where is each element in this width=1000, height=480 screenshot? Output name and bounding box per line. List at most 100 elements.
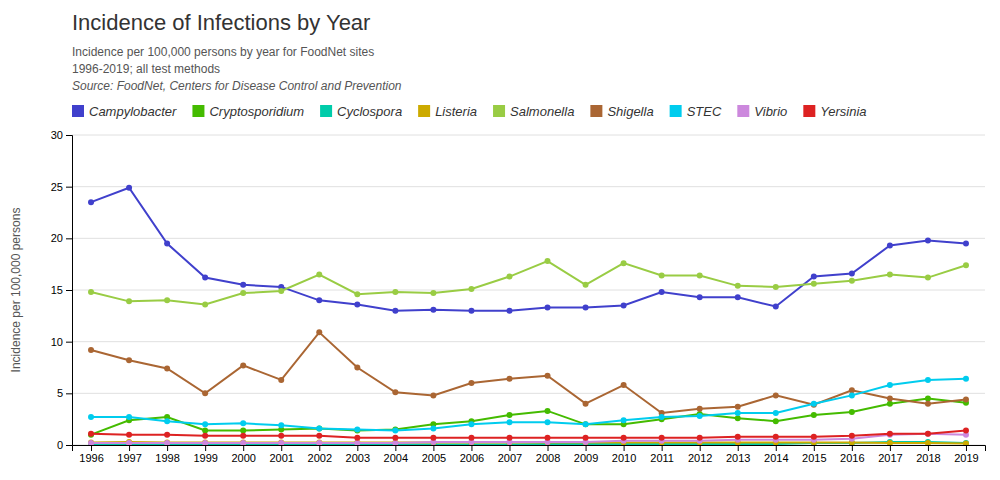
point	[887, 440, 893, 445]
point	[278, 377, 284, 383]
point	[887, 431, 893, 437]
x-tick-label: 2008	[536, 452, 560, 464]
series-line	[91, 332, 966, 413]
x-tick: 2008	[536, 445, 560, 464]
x-tick: 1997	[117, 445, 141, 464]
point	[392, 435, 398, 441]
x-tick-label: 2012	[688, 452, 712, 464]
point	[583, 421, 589, 427]
x-tick: 2015	[802, 445, 826, 464]
point	[621, 303, 627, 309]
point	[202, 301, 208, 307]
point	[430, 425, 436, 431]
subtitle: 1996-2019; all test methods	[72, 62, 220, 76]
legend-swatch	[72, 105, 84, 117]
x-tick: 2010	[612, 445, 636, 464]
point	[697, 294, 703, 300]
series	[88, 376, 969, 434]
point	[545, 435, 551, 441]
point	[354, 301, 360, 307]
legend-label: Salmonella	[510, 104, 574, 119]
point	[240, 290, 246, 296]
point	[202, 275, 208, 281]
y-tick: 20	[51, 232, 72, 244]
point	[354, 365, 360, 371]
point	[126, 440, 132, 445]
point	[240, 428, 246, 434]
tick-mark	[66, 290, 72, 291]
point	[202, 428, 208, 434]
point	[697, 435, 703, 441]
legend-swatch	[493, 105, 505, 117]
point	[316, 433, 322, 439]
point	[278, 422, 284, 428]
point	[164, 418, 170, 424]
plot: 1996199719981999200020012002200320042005…	[51, 129, 986, 464]
point	[202, 390, 208, 396]
point	[240, 440, 246, 445]
point	[126, 432, 132, 438]
point	[887, 396, 893, 402]
y-tick: 5	[57, 387, 72, 399]
point	[887, 243, 893, 249]
x-tick: 1999	[193, 445, 217, 464]
series-line	[91, 188, 966, 311]
point	[430, 290, 436, 296]
series-line	[91, 431, 966, 438]
x-tick-label: 2000	[231, 452, 255, 464]
point	[583, 401, 589, 407]
point	[697, 406, 703, 412]
point	[773, 284, 779, 290]
point	[773, 392, 779, 398]
tick-mark	[66, 342, 72, 343]
point	[88, 199, 94, 205]
point	[659, 273, 665, 279]
tick-mark	[281, 445, 282, 451]
tick-mark	[129, 445, 130, 451]
point	[735, 410, 741, 416]
point	[126, 185, 132, 191]
tick-mark	[243, 445, 244, 451]
point	[735, 294, 741, 300]
point	[430, 392, 436, 398]
tick-mark	[624, 445, 625, 451]
point	[392, 308, 398, 314]
x-tick: 2000	[231, 445, 255, 464]
x-tick: 2005	[422, 445, 446, 464]
tick-mark	[890, 445, 891, 451]
point	[925, 431, 931, 437]
point	[126, 357, 132, 363]
point	[963, 241, 969, 247]
point	[506, 308, 512, 314]
point	[164, 439, 170, 445]
x-tick-label: 1998	[155, 452, 179, 464]
point	[278, 433, 284, 439]
x-tick-label: 2010	[612, 452, 636, 464]
point	[468, 380, 474, 386]
x-tick: 2019	[954, 445, 978, 464]
point	[621, 417, 627, 423]
point	[506, 412, 512, 418]
subtitle: Incidence per 100,000 persons by year fo…	[72, 45, 374, 59]
title: Incidence of Infections by Year	[72, 10, 370, 35]
point	[316, 425, 322, 431]
point	[164, 297, 170, 303]
point	[849, 392, 855, 398]
x-tick-label: 2018	[916, 452, 940, 464]
tick-mark	[395, 445, 396, 451]
point	[621, 260, 627, 266]
x-axis: 1996199719981999200020012002200320042005…	[73, 445, 986, 464]
legend-swatch	[803, 105, 815, 117]
x-tick: 2018	[916, 445, 940, 464]
grid-line	[72, 341, 985, 342]
grid-line	[72, 186, 985, 187]
x-tick: 2001	[269, 445, 293, 464]
point	[583, 282, 589, 288]
tick-mark	[700, 445, 701, 451]
point	[697, 273, 703, 279]
point	[202, 433, 208, 439]
x-tick-label: 2002	[308, 452, 332, 464]
point	[963, 440, 969, 445]
point	[126, 298, 132, 304]
tick-mark	[91, 445, 92, 451]
